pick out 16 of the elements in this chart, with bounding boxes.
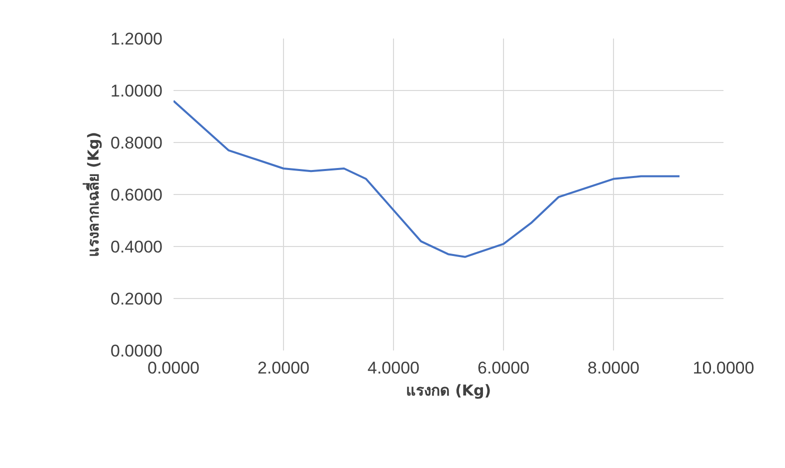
x-tick-label: 0.0000 [148,358,200,378]
y-tick-label: 1.2000 [110,30,163,48]
y-tick-label: 0.4000 [110,238,163,256]
y-tick-label: 0.0000 [110,342,163,360]
y-tick-label: 0.8000 [110,134,163,152]
y-axis-title: แรงลากเฉลี่ย (Kg) [82,132,103,258]
x-tick-label: 10.0000 [692,358,754,378]
x-tick-label: 4.0000 [368,358,420,378]
x-tick-label: 6.0000 [478,358,530,378]
x-tick-label: 2.0000 [258,358,310,378]
x-axis-title: แรงกด (Kg) [406,382,492,400]
y-tick-label: 1.0000 [110,82,163,100]
x-tick-label: 8.0000 [588,358,640,378]
line-series [174,100,680,258]
y-tick-label: 0.2000 [110,290,163,308]
y-tick-label: 0.6000 [110,186,163,204]
